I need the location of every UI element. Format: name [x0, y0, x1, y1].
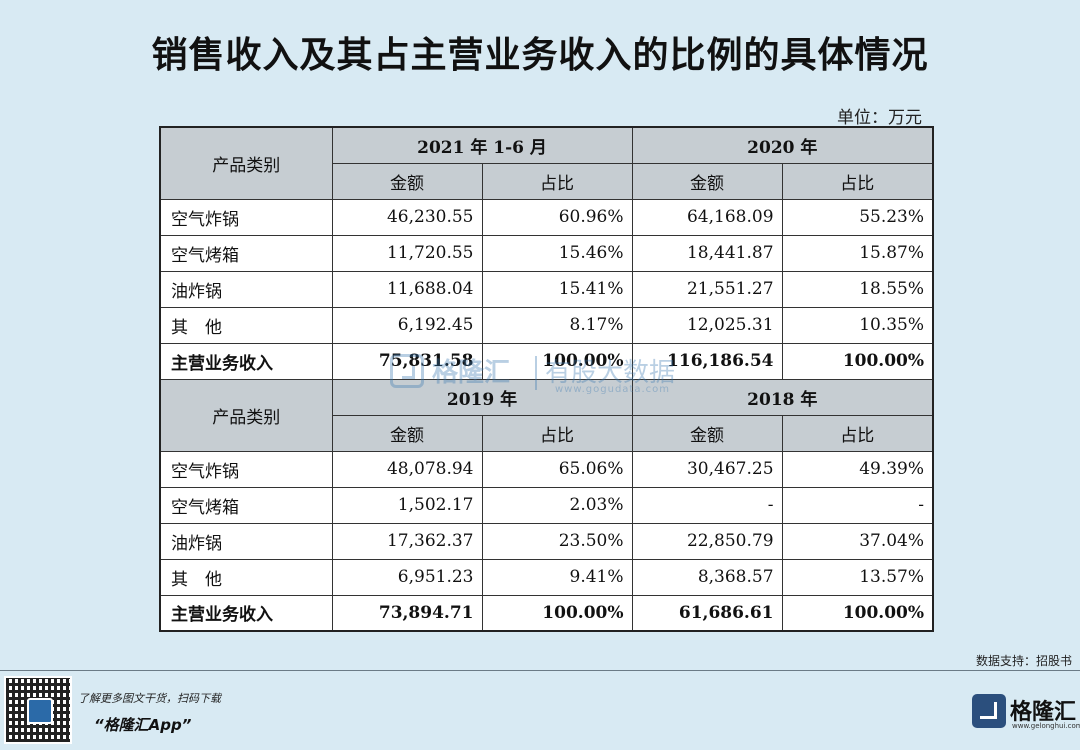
table-row: 油炸锅 11,688.04 15.41% 21,551.27 18.55%	[159, 270, 934, 308]
cell-value: 10.35%	[781, 306, 934, 344]
row-category: 主营业务收入	[159, 342, 333, 380]
row-category: 空气炸锅	[159, 450, 333, 488]
cell-value: 75,831.58	[331, 342, 483, 380]
share-header: 占比	[781, 414, 934, 452]
cell-value: 49.39%	[781, 450, 934, 488]
cell-value: 18,441.87	[631, 234, 783, 272]
table-row: 空气烤箱 11,720.55 15.46% 18,441.87 15.87%	[159, 234, 934, 272]
cell-value: 46,230.55	[331, 198, 483, 236]
table-row: 其 他 6,192.45 8.17% 12,025.31 10.35%	[159, 306, 934, 344]
cell-value: 60.96%	[481, 198, 633, 236]
table-row: 空气炸锅 46,230.55 60.96% 64,168.09 55.23%	[159, 198, 934, 236]
cell-value: 15.87%	[781, 234, 934, 272]
row-category: 主营业务收入	[159, 594, 333, 632]
unit-label: 单位：万元	[837, 108, 922, 128]
promo-text: 了解更多图文干货，扫码下载	[78, 692, 221, 705]
table-subheader-row: 金额 占比 金额 占比	[160, 414, 934, 452]
amount-header: 金额	[331, 162, 483, 200]
cell-value: 18.55%	[781, 270, 934, 308]
cell-value: 100.00%	[481, 342, 633, 380]
cell-value: 2.03%	[481, 486, 633, 524]
category-header: 产品类别	[159, 126, 333, 200]
cell-value: 100.00%	[481, 594, 633, 632]
cell-value: 8,368.57	[631, 558, 783, 596]
row-category: 油炸锅	[159, 270, 333, 308]
cell-value: 100.00%	[781, 594, 934, 632]
brand-name: 格隆汇	[1010, 700, 1077, 725]
cell-value: 61,686.61	[631, 594, 783, 632]
row-category: 空气烤箱	[159, 234, 333, 272]
footer-divider	[0, 670, 1080, 671]
cell-value: 73,894.71	[331, 594, 483, 632]
cell-value: 100.00%	[781, 342, 934, 380]
cell-value: 11,688.04	[331, 270, 483, 308]
table-header-row: 产品类别 2019 年 2018 年	[159, 378, 934, 452]
table-header-row: 产品类别 2021 年 1-6 月 2020 年	[159, 126, 934, 200]
cell-value: 6,192.45	[331, 306, 483, 344]
cell-value: 1,502.17	[331, 486, 483, 524]
cell-value: 13.57%	[781, 558, 934, 596]
revenue-table: 产品类别 2021 年 1-6 月 2020 年 金额 占比 金额 占比 空气炸…	[159, 126, 935, 632]
cell-value: 48,078.94	[331, 450, 483, 488]
cell-value: 8.17%	[481, 306, 633, 344]
cell-value: 55.23%	[781, 198, 934, 236]
cell-value: 11,720.55	[331, 234, 483, 272]
gelonghui-logo-icon	[972, 694, 1006, 728]
table-row: 空气炸锅 48,078.94 65.06% 30,467.25 49.39%	[159, 450, 934, 488]
period-header: 2018 年	[631, 378, 934, 416]
row-category: 空气炸锅	[159, 198, 333, 236]
cell-value: -	[631, 486, 783, 524]
cell-value: 9.41%	[481, 558, 633, 596]
share-header: 占比	[781, 162, 934, 200]
cell-value: 21,551.27	[631, 270, 783, 308]
amount-header: 金额	[631, 162, 783, 200]
brand-url: www.gelonghui.com	[1012, 722, 1080, 730]
table-row: 空气烤箱 1,502.17 2.03% - -	[159, 486, 934, 524]
cell-value: 15.41%	[481, 270, 633, 308]
cell-value: 23.50%	[481, 522, 633, 560]
cell-value: 15.46%	[481, 234, 633, 272]
table-row: 油炸锅 17,362.37 23.50% 22,850.79 37.04%	[159, 522, 934, 560]
cell-value: 30,467.25	[631, 450, 783, 488]
source-note: 数据支持：招股书	[975, 654, 1072, 668]
row-category: 空气烤箱	[159, 486, 333, 524]
row-category: 油炸锅	[159, 522, 333, 560]
cell-value: -	[781, 486, 934, 524]
amount-header: 金额	[631, 414, 783, 452]
cell-value: 37.04%	[781, 522, 934, 560]
table-row: 其 他 6,951.23 9.41% 8,368.57 13.57%	[159, 558, 934, 596]
total-row: 主营业务收入 73,894.71 100.00% 61,686.61 100.0…	[159, 594, 934, 632]
cell-value: 65.06%	[481, 450, 633, 488]
row-category: 其 他	[159, 558, 333, 596]
period-header: 2020 年	[631, 126, 934, 164]
promo-app-name: “格隆汇App”	[94, 716, 192, 734]
period-header: 2019 年	[331, 378, 633, 416]
table-subheader-row: 金额 占比 金额 占比	[160, 162, 934, 200]
amount-header: 金额	[331, 414, 483, 452]
qr-center-logo-icon	[27, 698, 53, 724]
category-header: 产品类别	[159, 378, 333, 452]
cell-value: 17,362.37	[331, 522, 483, 560]
cell-value: 12,025.31	[631, 306, 783, 344]
cell-value: 22,850.79	[631, 522, 783, 560]
row-category: 其 他	[159, 306, 333, 344]
total-row: 主营业务收入 75,831.58 100.00% 116,186.54 100.…	[159, 342, 934, 380]
period-header: 2021 年 1-6 月	[331, 126, 633, 164]
page-title: 销售收入及其占主营业务收入的比例的具体情况	[151, 35, 929, 76]
cell-value: 116,186.54	[631, 342, 783, 380]
cell-value: 6,951.23	[331, 558, 483, 596]
share-header: 占比	[481, 162, 633, 200]
share-header: 占比	[481, 414, 633, 452]
cell-value: 64,168.09	[631, 198, 783, 236]
